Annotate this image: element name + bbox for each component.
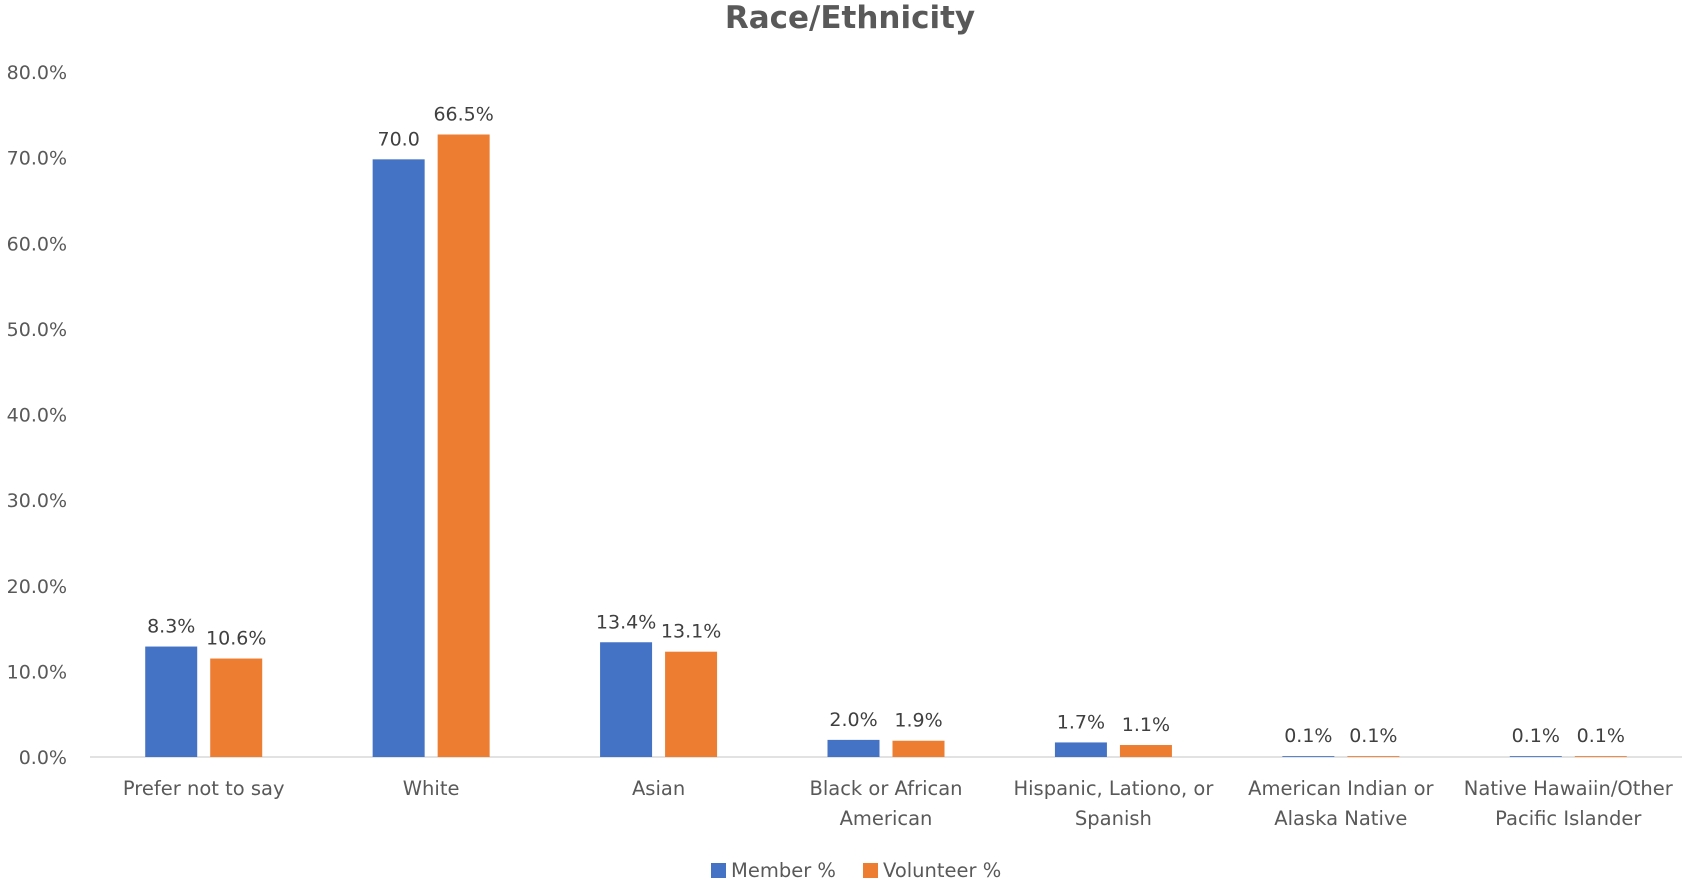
x-tick-label: Hispanic, Lationo, or xyxy=(1013,777,1214,800)
x-tick-label: American Indian or xyxy=(1248,777,1434,800)
data-label-volunteer: 1.1% xyxy=(1122,714,1170,736)
legend-swatch-volunteer xyxy=(863,863,878,878)
bar-volunteer xyxy=(1119,745,1172,757)
y-tick-label: 20.0% xyxy=(7,576,67,598)
y-tick-label: 60.0% xyxy=(7,233,67,255)
y-tick-label: 80.0% xyxy=(7,62,67,84)
legend-label-member: Member % xyxy=(731,859,836,882)
x-tick-label: Native Hawaiin/Other xyxy=(1464,777,1674,800)
data-label-volunteer: 66.5% xyxy=(433,104,493,126)
legend-swatch-member xyxy=(711,863,726,878)
data-label-member: 2.0% xyxy=(829,709,877,731)
bar-volunteer xyxy=(665,651,718,757)
bar-member xyxy=(1509,756,1562,757)
bar-member xyxy=(1054,742,1107,757)
legend-label-volunteer: Volunteer % xyxy=(883,859,1001,882)
bar-member xyxy=(145,646,198,757)
bar-volunteer xyxy=(1574,756,1627,757)
bar-member xyxy=(1282,756,1335,757)
x-tick-label: Alaska Native xyxy=(1274,807,1407,830)
x-tick-label: Prefer not to say xyxy=(123,777,285,800)
bar-volunteer xyxy=(892,740,945,757)
x-tick-label: Pacific Islander xyxy=(1495,807,1642,830)
data-label-member: 70.0 xyxy=(377,128,419,150)
data-labels: 8.3% 10.6% 70.0 66.5% 13.4% 13.1% 2.0% 1.9% 1.7%… xyxy=(147,104,1625,748)
data-label-volunteer: 13.1% xyxy=(661,621,721,643)
legend: Member % Volunteer % xyxy=(711,859,1001,882)
bar-member xyxy=(600,642,653,757)
x-tick-label: White xyxy=(403,777,460,800)
data-label-volunteer: 1.9% xyxy=(894,710,942,732)
data-label-volunteer: 0.1% xyxy=(1577,725,1625,747)
y-tick-label: 0.0% xyxy=(19,747,67,769)
bar-volunteer xyxy=(210,658,263,757)
bar-volunteer xyxy=(437,134,490,758)
data-label-volunteer: 10.6% xyxy=(206,628,266,650)
bar-volunteer xyxy=(1347,756,1400,757)
x-tick-label: Asian xyxy=(632,777,685,800)
data-label-member: 8.3% xyxy=(147,616,195,638)
x-tick-label: American xyxy=(840,807,933,830)
x-axis: Prefer not to say White Asian Black or Afri… xyxy=(123,777,1674,830)
y-tick-label: 70.0% xyxy=(7,148,67,170)
data-label-member: 0.1% xyxy=(1512,725,1560,747)
data-label-member: 13.4% xyxy=(596,611,656,633)
y-axis: 0.0% 10.0% 20.0% 30.0% 40.0% 50.0% 60.0% 70.0% 8… xyxy=(7,62,67,769)
data-label-member: 0.1% xyxy=(1284,725,1332,747)
data-label-volunteer: 0.1% xyxy=(1349,725,1397,747)
chart-title: Race/Ethnicity xyxy=(725,0,975,36)
data-label-member: 1.7% xyxy=(1057,711,1105,733)
bar-member xyxy=(827,739,880,757)
y-tick-label: 40.0% xyxy=(7,405,67,427)
y-tick-label: 10.0% xyxy=(7,661,67,683)
x-tick-label: Spanish xyxy=(1075,807,1152,830)
y-tick-label: 30.0% xyxy=(7,490,67,512)
x-tick-label: Black or African xyxy=(809,777,962,800)
y-tick-label: 50.0% xyxy=(7,319,67,341)
bars xyxy=(145,134,1627,758)
bar-member xyxy=(372,159,425,757)
